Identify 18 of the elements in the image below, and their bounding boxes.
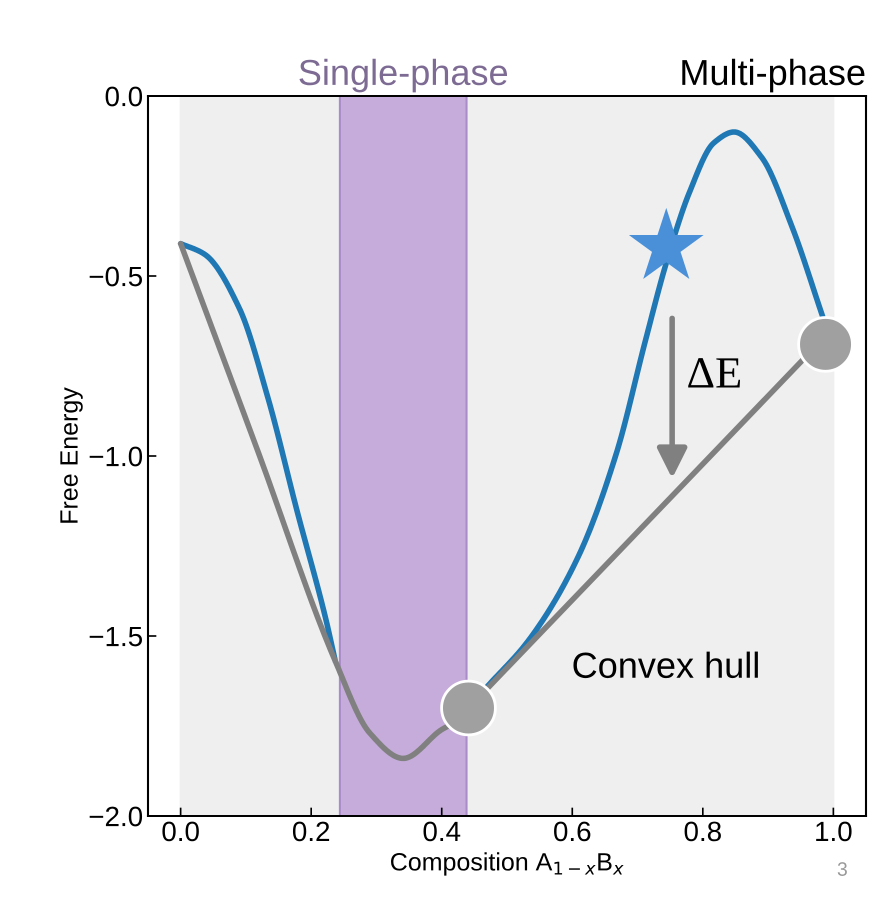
y-tick-label: −0.5 — [90, 266, 142, 286]
x-tick-label: 0.8 — [684, 822, 721, 842]
y-tick-label: −1.0 — [90, 446, 142, 466]
annotation: ΔE — [688, 358, 740, 388]
x-tick-label: 0.2 — [292, 822, 330, 842]
y-tick-label: −1.5 — [90, 626, 142, 646]
y-tick-label: −2.0 — [90, 806, 142, 826]
x-tick-label: 0.6 — [554, 822, 590, 842]
y-tick-label: 0.0 — [106, 86, 142, 106]
band-label: Single-phase — [299, 58, 508, 92]
y-axis-title: Free Energy — [60, 387, 83, 523]
x-tick-label: 0.0 — [162, 822, 199, 842]
text: 3 — [838, 862, 847, 876]
x-axis-title: Composition A$_{1−x}$B$_{x}$ — [391, 852, 624, 876]
x-tick-label: 1.0 — [816, 822, 852, 842]
x-tick-label: 0.4 — [424, 822, 460, 842]
band-label: Multi-phase — [682, 58, 864, 92]
annotation: Convex hull — [573, 652, 758, 678]
